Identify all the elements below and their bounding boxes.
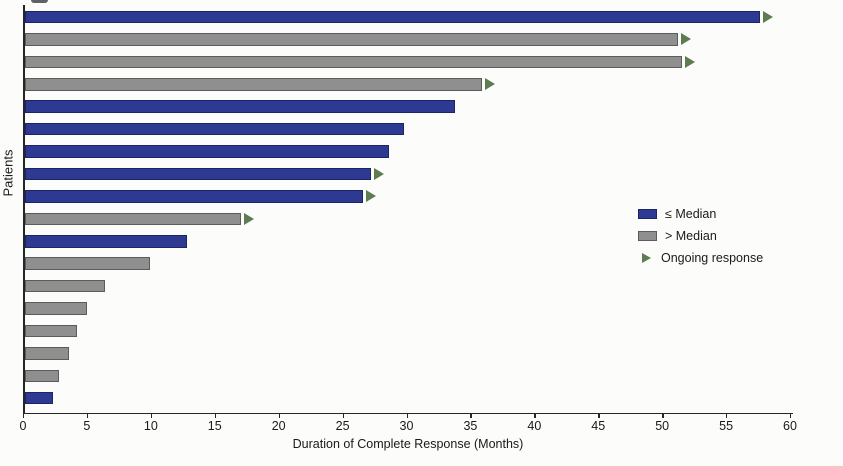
x-tick-mark [662, 413, 664, 418]
patient-bar-18 [24, 391, 53, 405]
patient-bar-12 [24, 257, 150, 270]
x-tick-label: 60 [783, 419, 797, 433]
x-tick-label: 55 [719, 419, 734, 433]
x-tick-label: 50 [655, 419, 670, 433]
x-tick-label: 40 [527, 419, 542, 433]
ongoing-arrow-icon [684, 55, 695, 68]
x-tick-mark [534, 413, 536, 418]
patient-bar-14 [24, 302, 88, 315]
patient-bar-7 [24, 145, 389, 158]
x-tick-mark [470, 413, 472, 418]
patient-bar-3 [24, 55, 682, 69]
legend-entry-le_median: ≤ Median [638, 203, 763, 225]
patient-bar-16 [24, 347, 70, 360]
x-tick-label: 30 [399, 419, 414, 433]
gt_median-swatch-icon [638, 231, 657, 241]
legend: ≤ Median > Median Ongoing response [638, 203, 763, 269]
legend-label: ≤ Median [665, 207, 717, 221]
legend-label: > Median [665, 229, 717, 243]
patient-bar-1 [24, 10, 760, 24]
cropped-panel-marker [31, 0, 48, 3]
ongoing-arrow-icon [243, 212, 254, 225]
le_median-swatch-icon [638, 209, 657, 219]
ongoing-arrow-icon [366, 190, 377, 203]
ongoing-arrow-icon [485, 78, 496, 91]
patient-bar-6 [24, 122, 405, 136]
x-tick-mark [726, 413, 728, 418]
x-tick-label: 5 [83, 419, 91, 433]
patient-bar-9 [24, 190, 364, 203]
x-tick-label: 15 [207, 419, 222, 433]
x-tick-label: 35 [463, 419, 478, 433]
ongoing-arrow-icon [762, 11, 773, 23]
x-tick-mark [406, 413, 408, 418]
x-tick-label: 45 [591, 419, 606, 433]
patient-bar-10 [24, 212, 241, 226]
x-tick-mark [598, 413, 600, 418]
x-tick-mark [23, 413, 25, 418]
x-tick-label: 0 [19, 419, 27, 433]
y-axis-line [23, 5, 25, 414]
ongoing-arrow-icon [373, 167, 384, 180]
ongoing-arrow-icon [642, 253, 651, 263]
patient-bar-15 [24, 324, 77, 338]
x-tick-mark [214, 413, 217, 418]
x-tick-mark [86, 413, 89, 418]
legend-entry-gt_median: > Median [638, 225, 763, 247]
x-axis-title: Duration of Complete Response (Months) [292, 437, 524, 451]
patient-bar-8 [24, 167, 371, 181]
patient-bar-11 [24, 235, 187, 248]
patient-bar-13 [24, 279, 106, 293]
y-axis-label: Patients [0, 149, 16, 197]
ongoing-arrow-icon [680, 33, 691, 46]
x-tick-mark [790, 413, 792, 418]
plot-area: 0 5 10 15 20 25 30 35 40 45 50 55 60 [20, 0, 833, 466]
x-tick-label: 20 [271, 419, 286, 433]
x-axis-line [23, 412, 793, 415]
x-tick-mark [278, 413, 281, 418]
patient-bar-2 [24, 33, 678, 46]
legend-label: Ongoing response [661, 251, 764, 265]
patient-bar-17 [24, 369, 59, 383]
legend-entry-ongoing: Ongoing response [638, 247, 763, 269]
patient-bar-5 [24, 100, 456, 113]
x-tick-mark [150, 413, 153, 418]
x-tick-mark [342, 413, 344, 418]
x-tick-label: 25 [335, 419, 350, 433]
x-tick-label: 10 [143, 419, 158, 433]
patient-bar-4 [24, 78, 483, 91]
